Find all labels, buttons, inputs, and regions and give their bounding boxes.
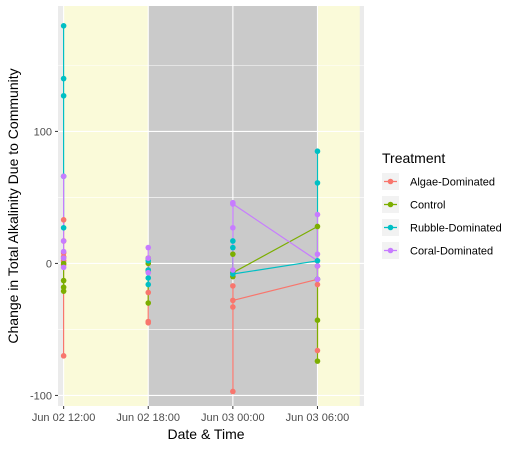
y-tick-label: 100: [34, 126, 52, 138]
data-point-rubble-dominated: [60, 23, 67, 29]
legend-key-point-algae-dominated: [387, 178, 394, 185]
series-line-coral-dominated: [232, 203, 318, 262]
y-tick-label: -100: [30, 390, 52, 402]
data-point-algae-dominated: [145, 289, 152, 296]
data-point-rubble-dominated: [60, 92, 67, 99]
legend-key-point-coral-dominated: [387, 247, 394, 254]
data-point-control: [60, 288, 67, 294]
data-point-coral-dominated: [145, 255, 152, 261]
legend-key-point-rubble-dominated: [387, 224, 394, 231]
data-point-coral-dominated: [230, 267, 236, 273]
x-tick-label: Jun 03 00:00: [201, 412, 265, 424]
x-tick-label: Jun 02 18:00: [116, 412, 180, 424]
day-night-bands: [63, 6, 360, 406]
data-point-algae-dominated: [314, 347, 321, 354]
data-point-algae-dominated: [230, 283, 236, 289]
legend-label-rubble-dominated: Rubble-Dominated: [410, 223, 502, 235]
legend-label-algae-dominated: Algae-Dominated: [410, 177, 495, 189]
data-point-algae-dominated: [230, 297, 236, 304]
data-point-control: [60, 260, 67, 267]
band-day-2: [317, 6, 360, 406]
data-point-algae-dominated: [230, 388, 236, 395]
data-point-coral-dominated: [60, 264, 67, 271]
data-point-coral-dominated: [314, 251, 321, 257]
band-day-0: [63, 6, 149, 406]
legend-label-coral-dominated: Coral-Dominated: [410, 246, 493, 258]
data-point-rubble-dominated: [60, 224, 67, 231]
series-line-algae-dominated: [232, 278, 318, 301]
data-point-algae-dominated: [230, 304, 236, 310]
data-point-coral-dominated: [314, 276, 321, 283]
data-point-rubble-dominated: [145, 275, 152, 281]
data-point-rubble-dominated: [145, 281, 152, 288]
legend-label-control: Control: [410, 200, 445, 212]
data-point-rubble-dominated: [314, 180, 321, 186]
data-point-control: [230, 251, 236, 257]
data-point-coral-dominated: [314, 211, 321, 218]
data-point-coral-dominated: [60, 238, 67, 244]
data-point-rubble-dominated: [60, 75, 67, 82]
y-axis: -100 0 100: [30, 126, 58, 402]
legend: Treatment Algae-Dominated Control Rubble-D…: [382, 150, 502, 259]
data-point-coral-dominated: [145, 269, 152, 276]
data-point-rubble-dominated: [314, 148, 321, 155]
series-points: [60, 23, 321, 395]
data-point-coral-dominated: [60, 248, 67, 255]
series-line-control: [232, 225, 318, 274]
data-point-coral-dominated: [230, 201, 236, 207]
data-point-algae-dominated: [60, 353, 67, 359]
data-point-coral-dominated: [60, 173, 67, 180]
x-axis: Jun 02 12:00 Jun 02 18:00 Jun 03 00:00 Jun …: [32, 406, 349, 424]
data-point-control: [60, 277, 67, 284]
x-tick-label: Jun 03 06:00: [286, 412, 350, 424]
x-axis-title: Date & Time: [167, 426, 244, 442]
data-point-algae-dominated: [60, 217, 67, 223]
data-point-rubble-dominated: [230, 238, 236, 244]
data-point-rubble-dominated: [230, 271, 236, 277]
series-line-rubble-dominated: [232, 260, 318, 275]
legend-key-point-control: [387, 201, 394, 208]
data-point-control: [314, 223, 321, 230]
data-point-control: [60, 284, 67, 290]
data-point-control: [314, 358, 321, 364]
data-point-rubble-dominated: [230, 244, 236, 251]
data-point-rubble-dominated: [314, 257, 321, 264]
y-tick-label: 0: [46, 258, 52, 270]
data-point-algae-dominated: [314, 281, 321, 288]
x-tick-label: Jun 02 12:00: [32, 412, 96, 424]
data-point-coral-dominated: [60, 255, 67, 261]
data-point-coral-dominated: [314, 263, 321, 269]
legend-title: Treatment: [382, 150, 445, 166]
data-point-control: [145, 300, 152, 306]
y-axis-title: Change in Total Alkalinity Due to Commun…: [5, 68, 21, 343]
data-point-control: [314, 317, 321, 323]
data-point-algae-dominated: [145, 320, 152, 326]
data-point-coral-dominated: [230, 224, 236, 231]
data-point-coral-dominated: [145, 244, 152, 251]
